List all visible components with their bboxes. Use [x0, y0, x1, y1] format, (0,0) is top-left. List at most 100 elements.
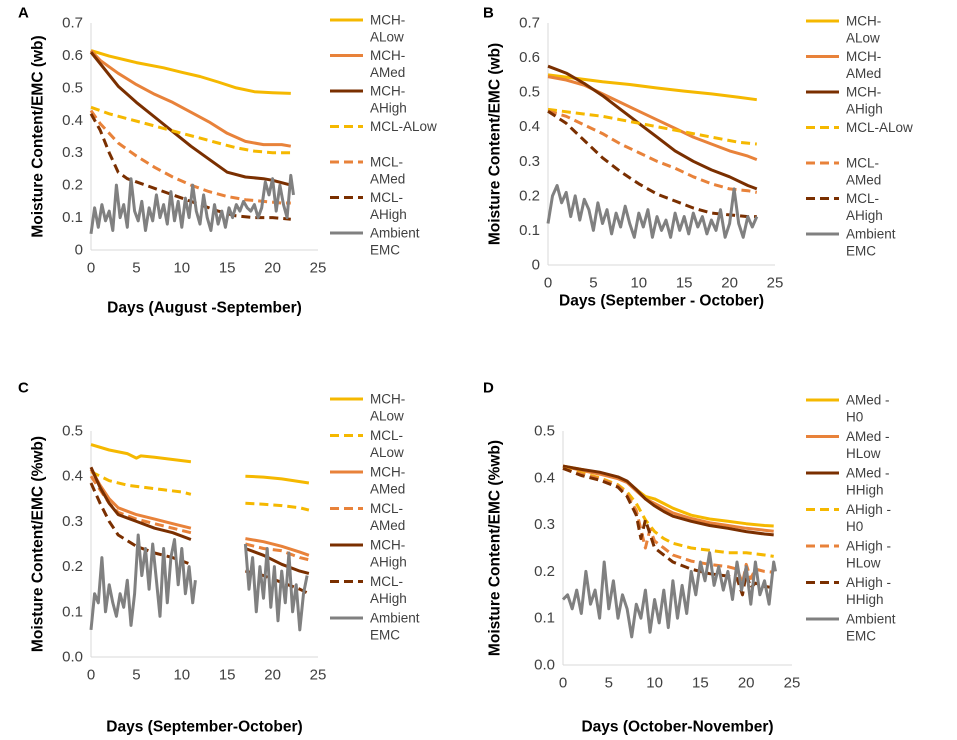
x-tick-label: 10: [173, 260, 190, 277]
y-tick-label: 0.2: [62, 177, 83, 194]
legend-entry: MCH- AHigh: [806, 85, 883, 117]
series-line: [89, 533, 309, 632]
legend-label: MCL-ALow: [846, 120, 913, 135]
legend-entry: Ambient EMC: [330, 611, 420, 643]
legend-label: AMed -: [846, 466, 890, 481]
legend-label: MCL-ALow: [370, 119, 437, 134]
x-tick-label: 25: [767, 275, 784, 292]
x-tick-label: 5: [132, 260, 140, 277]
legend-entry: MCH- AMed: [330, 48, 405, 80]
legend-label: MCH-: [370, 48, 405, 63]
legend-entry: AHigh - HLow: [806, 539, 891, 571]
legend-entry: MCL- AHigh: [330, 574, 407, 606]
legend-label: AHigh -: [846, 539, 891, 554]
legend-label: H0: [846, 410, 863, 425]
y-tick-label: 0.5: [519, 84, 540, 101]
legend-label: H0: [846, 519, 863, 534]
legend-label: AHigh -: [846, 502, 891, 517]
legend-entry: MCH- ALow: [330, 392, 405, 424]
legend-label: MCH-: [370, 13, 405, 28]
panel-a: A 0 0.1 0.2 0.3 0.4 0.5 0.6 0.7 0 5 10 15 20 25 Days (A…: [18, 5, 437, 317]
legend-label: Ambient: [370, 611, 420, 626]
y-tick-label: 0.2: [62, 558, 83, 575]
x-tick-label: 5: [132, 667, 140, 684]
legend-label: MCL-: [846, 156, 879, 171]
legend-label: Ambient: [846, 612, 896, 627]
x-tick-label: 0: [87, 667, 95, 684]
series-line: [90, 470, 310, 512]
legend-label: EMC: [370, 628, 400, 643]
legend-label: Ambient: [846, 227, 896, 242]
legend-label: AMed -: [846, 393, 890, 408]
legend-label: Ambient: [370, 226, 420, 241]
legend-entry: Ambient EMC: [330, 226, 420, 258]
legend-label: AMed: [846, 173, 881, 188]
legend-label: EMC: [846, 244, 876, 259]
legend-label: MCH-: [846, 49, 881, 64]
panel-letter: B: [483, 5, 494, 22]
legend-label: AHigh: [846, 208, 883, 223]
y-tick-label: 0.0: [534, 657, 555, 674]
x-tick-label: 15: [692, 675, 709, 692]
series-line: [562, 466, 774, 585]
x-tick-label: 20: [264, 667, 281, 684]
y-tick-label: 0.5: [62, 79, 83, 96]
series-line: [547, 73, 757, 102]
series-line: [90, 49, 291, 95]
series-line: [90, 443, 310, 485]
y-tick-label: 0: [75, 242, 83, 259]
y-tick-label: 0.6: [519, 49, 540, 66]
x-tick-label: 20: [721, 275, 738, 292]
x-tick-label: 20: [738, 675, 755, 692]
series-line: [547, 64, 758, 191]
legend-label: AMed: [370, 172, 405, 187]
legend-label: MCL-: [370, 501, 403, 516]
legend-entry: AMed - HLow: [806, 429, 890, 461]
y-tick-label: 0.4: [519, 118, 540, 135]
y-tick-label: 0.5: [62, 423, 83, 440]
y-tick-label: 0.3: [62, 513, 83, 530]
x-axis-label: Days (September-October): [106, 719, 302, 736]
legend-label: HHigh: [846, 592, 884, 607]
y-axis-label: Moisture Content/EMC (wb): [30, 35, 47, 237]
legend-label: AMed: [370, 482, 405, 497]
legend-label: AMed: [370, 518, 405, 533]
y-tick-label: 0.1: [62, 209, 83, 226]
series-line: [90, 105, 291, 155]
legend-label: MCL-: [370, 428, 403, 443]
y-tick-label: 0.4: [62, 112, 83, 129]
legend-entry: AMed - HHigh: [806, 466, 890, 498]
panel-letter: D: [483, 380, 494, 397]
legend-label: AHigh: [370, 207, 407, 222]
legend-label: ALow: [370, 445, 404, 460]
legend-label: MCH-: [370, 392, 405, 407]
legend-entry: MCL- ALow: [330, 428, 404, 460]
x-tick-label: 25: [310, 260, 327, 277]
legend-label: MCL-: [370, 190, 403, 205]
panel-d: D 0.0 0.1 0.2 0.3 0.4 0.5 0 5 10 15 20 25 Days (Octob…: [483, 380, 896, 736]
legend-entry: MCL- AMed: [330, 155, 405, 187]
legend-label: HLow: [846, 446, 881, 461]
legend-label: AHigh: [370, 555, 407, 570]
legend-label: MCH-: [370, 465, 405, 480]
legend-label: HHigh: [846, 483, 884, 498]
legend-label: MCH-: [846, 14, 881, 29]
legend-label: MCH-: [846, 85, 881, 100]
legend-entry: MCH- AMed: [806, 49, 881, 81]
x-tick-label: 0: [544, 275, 552, 292]
x-tick-label: 10: [646, 675, 663, 692]
y-axis-label: Moisture Content/EMC (%wb): [30, 436, 47, 652]
x-tick-label: 25: [784, 675, 801, 692]
legend-entry: MCL- AHigh: [806, 191, 883, 223]
legend-label: AMed: [370, 65, 405, 80]
series-line: [562, 464, 774, 537]
x-tick-label: 0: [87, 260, 95, 277]
legend-label: AHigh: [370, 591, 407, 606]
legend-entry: MCH- AMed: [330, 465, 405, 497]
y-tick-label: 0.1: [62, 603, 83, 620]
legend-label: HLow: [846, 556, 881, 571]
legend-entry: MCH- ALow: [806, 14, 881, 46]
legend-label: AHigh: [370, 101, 407, 116]
y-tick-label: 0.3: [62, 144, 83, 161]
